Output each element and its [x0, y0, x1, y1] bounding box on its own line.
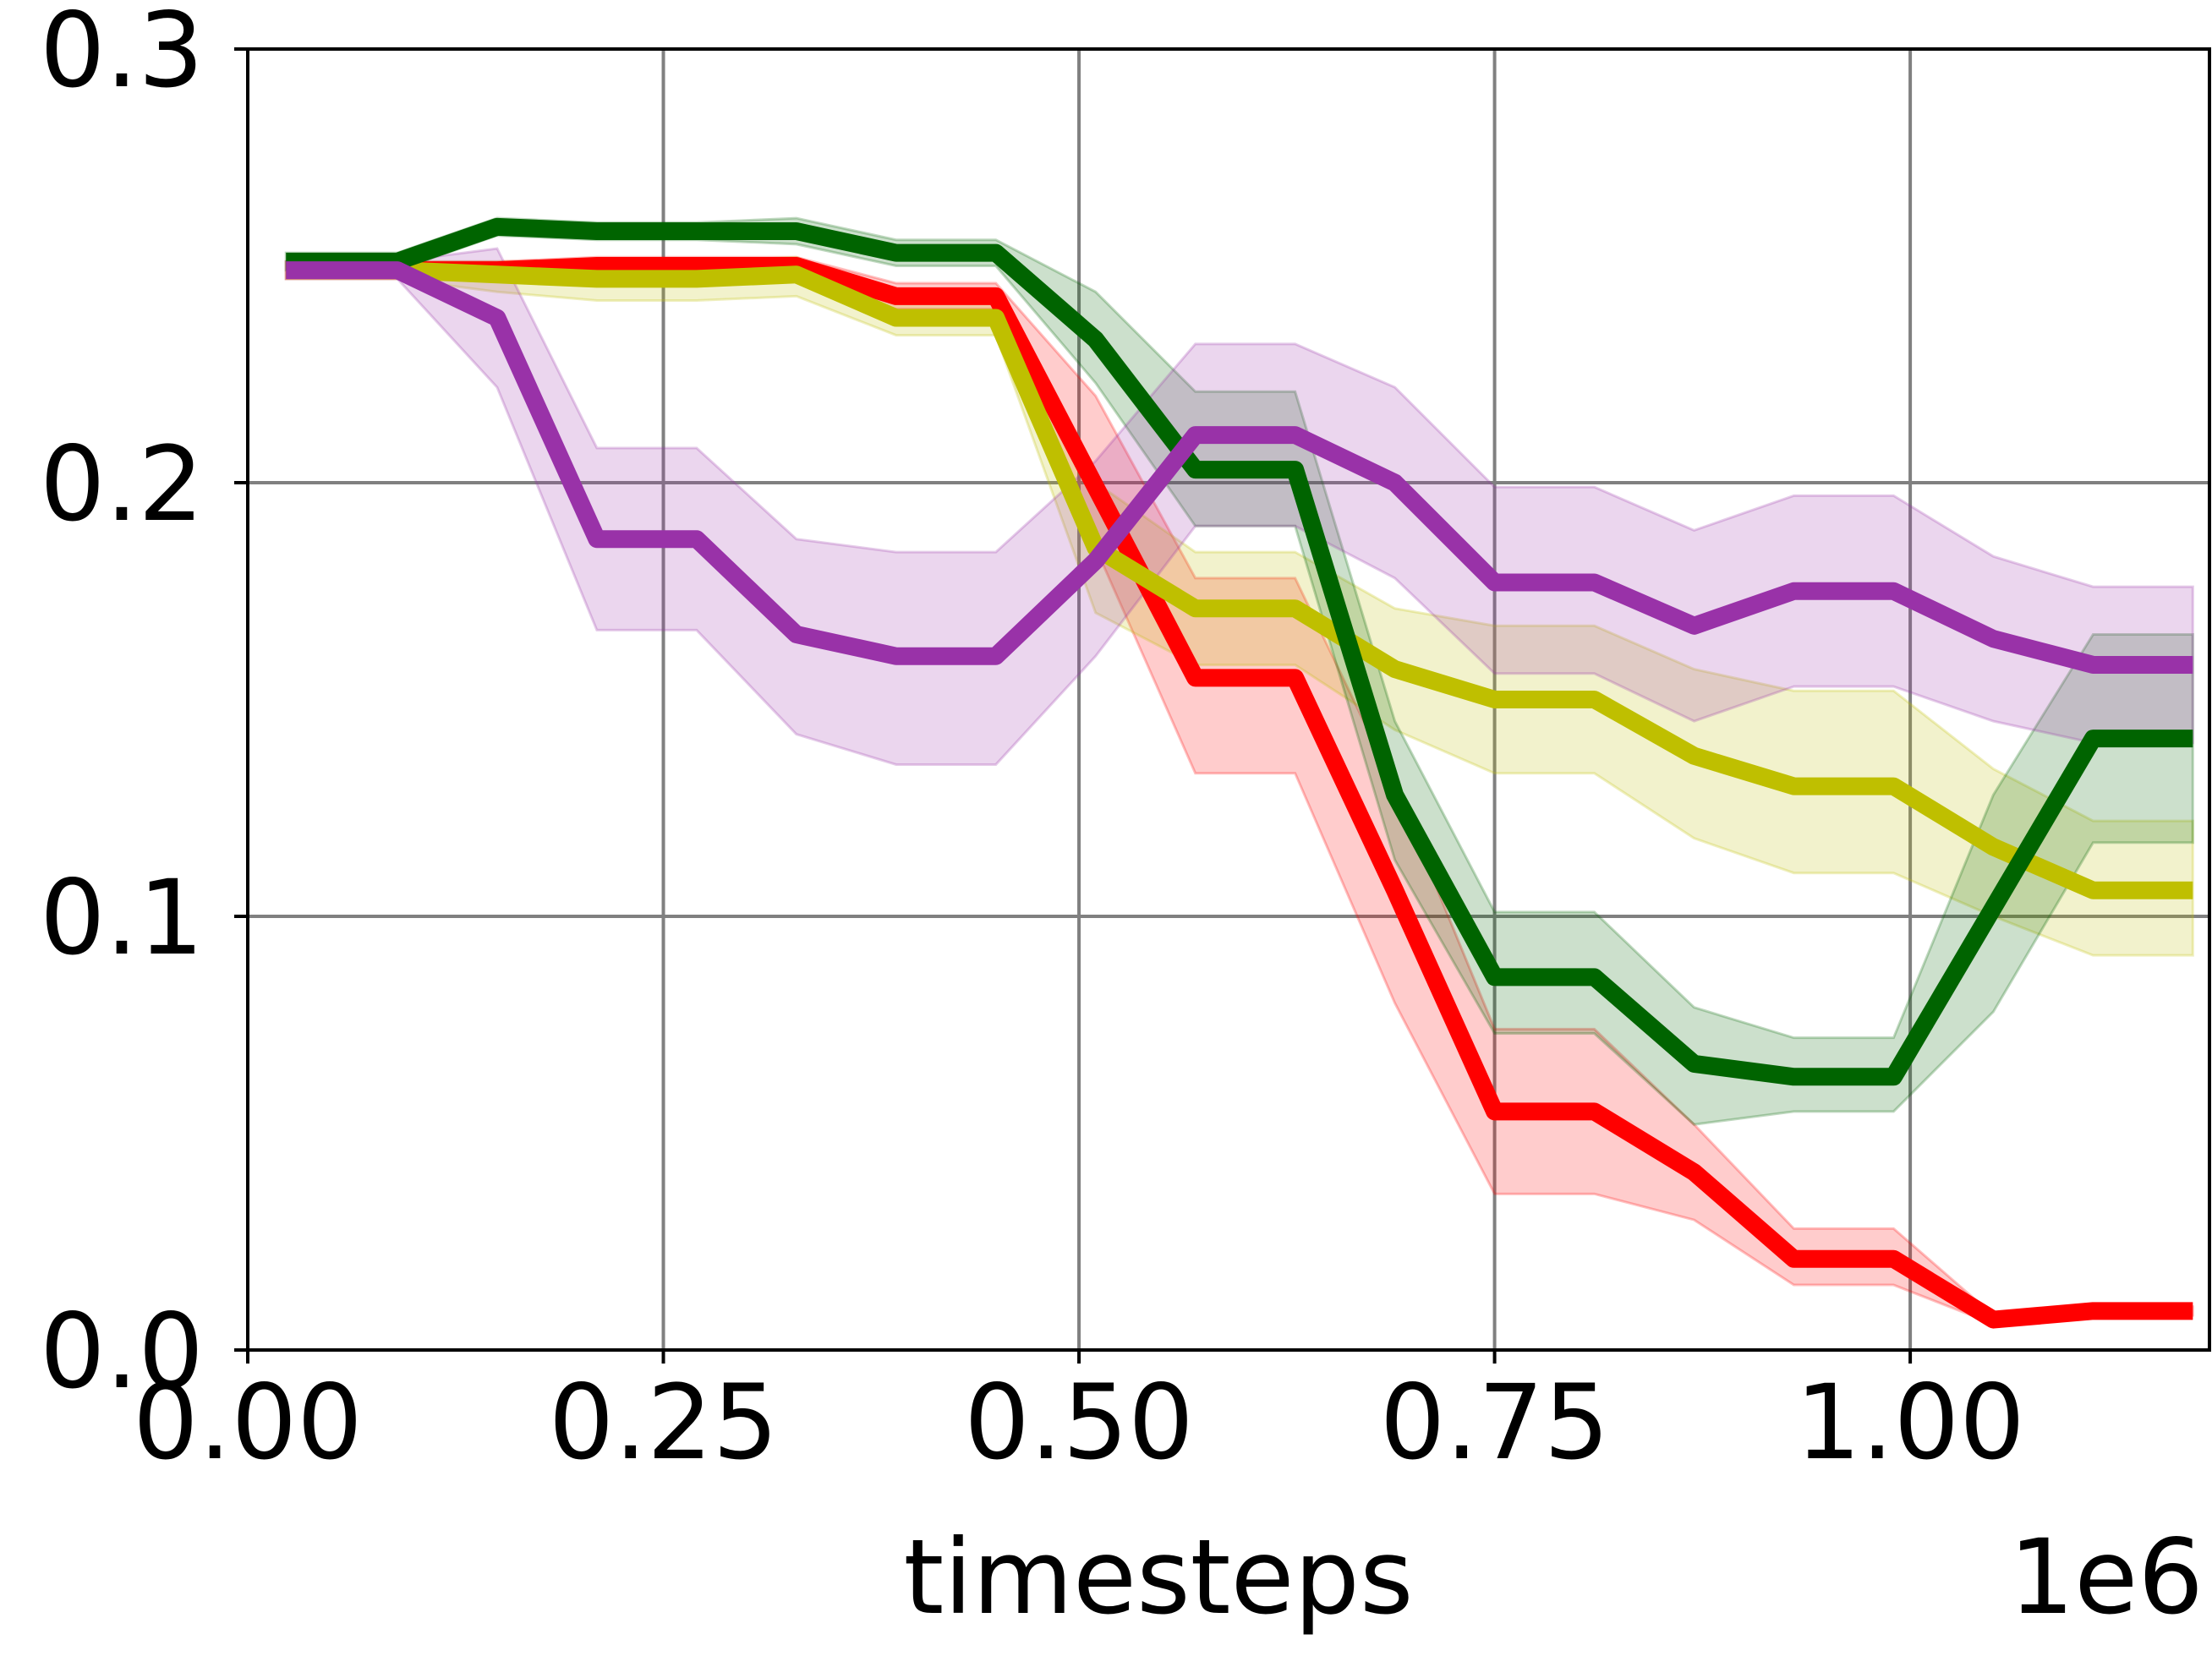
x-tick-label-1: 0.25 — [549, 1363, 779, 1483]
series-3-line — [286, 261, 2193, 674]
y-tick-label-0: 0.0 — [40, 1292, 204, 1412]
x-axis-offset-text: 1e6 — [2009, 1517, 2204, 1637]
y-tick-label-3: 0.3 — [40, 0, 204, 111]
x-tick-label-4: 1.00 — [1795, 1363, 2025, 1483]
series-1-line — [286, 261, 2193, 899]
series-2-band — [284, 216, 2194, 1126]
confidence-bands — [284, 216, 2194, 1325]
x-tick-label-2: 0.50 — [964, 1363, 1194, 1483]
y-tick-labels: 0.0 0.1 0.2 0.3 — [40, 0, 204, 1412]
series-lines — [286, 217, 2193, 1329]
x-tick-labels: 0.00 0.25 0.50 0.75 1.00 — [133, 1363, 2025, 1483]
plot-frame — [246, 47, 2211, 1352]
x-tick-label-0: 0.00 — [133, 1363, 363, 1483]
series-2-line — [286, 217, 2193, 1086]
y-tick-label-2: 0.2 — [40, 424, 204, 544]
x-tick-label-3: 0.75 — [1380, 1363, 1610, 1483]
tick-marks — [234, 47, 1913, 1364]
y-tick-label-1: 0.1 — [40, 858, 204, 978]
series-0-line — [286, 257, 2193, 1329]
x-axis-label: timesteps — [903, 1517, 1413, 1637]
